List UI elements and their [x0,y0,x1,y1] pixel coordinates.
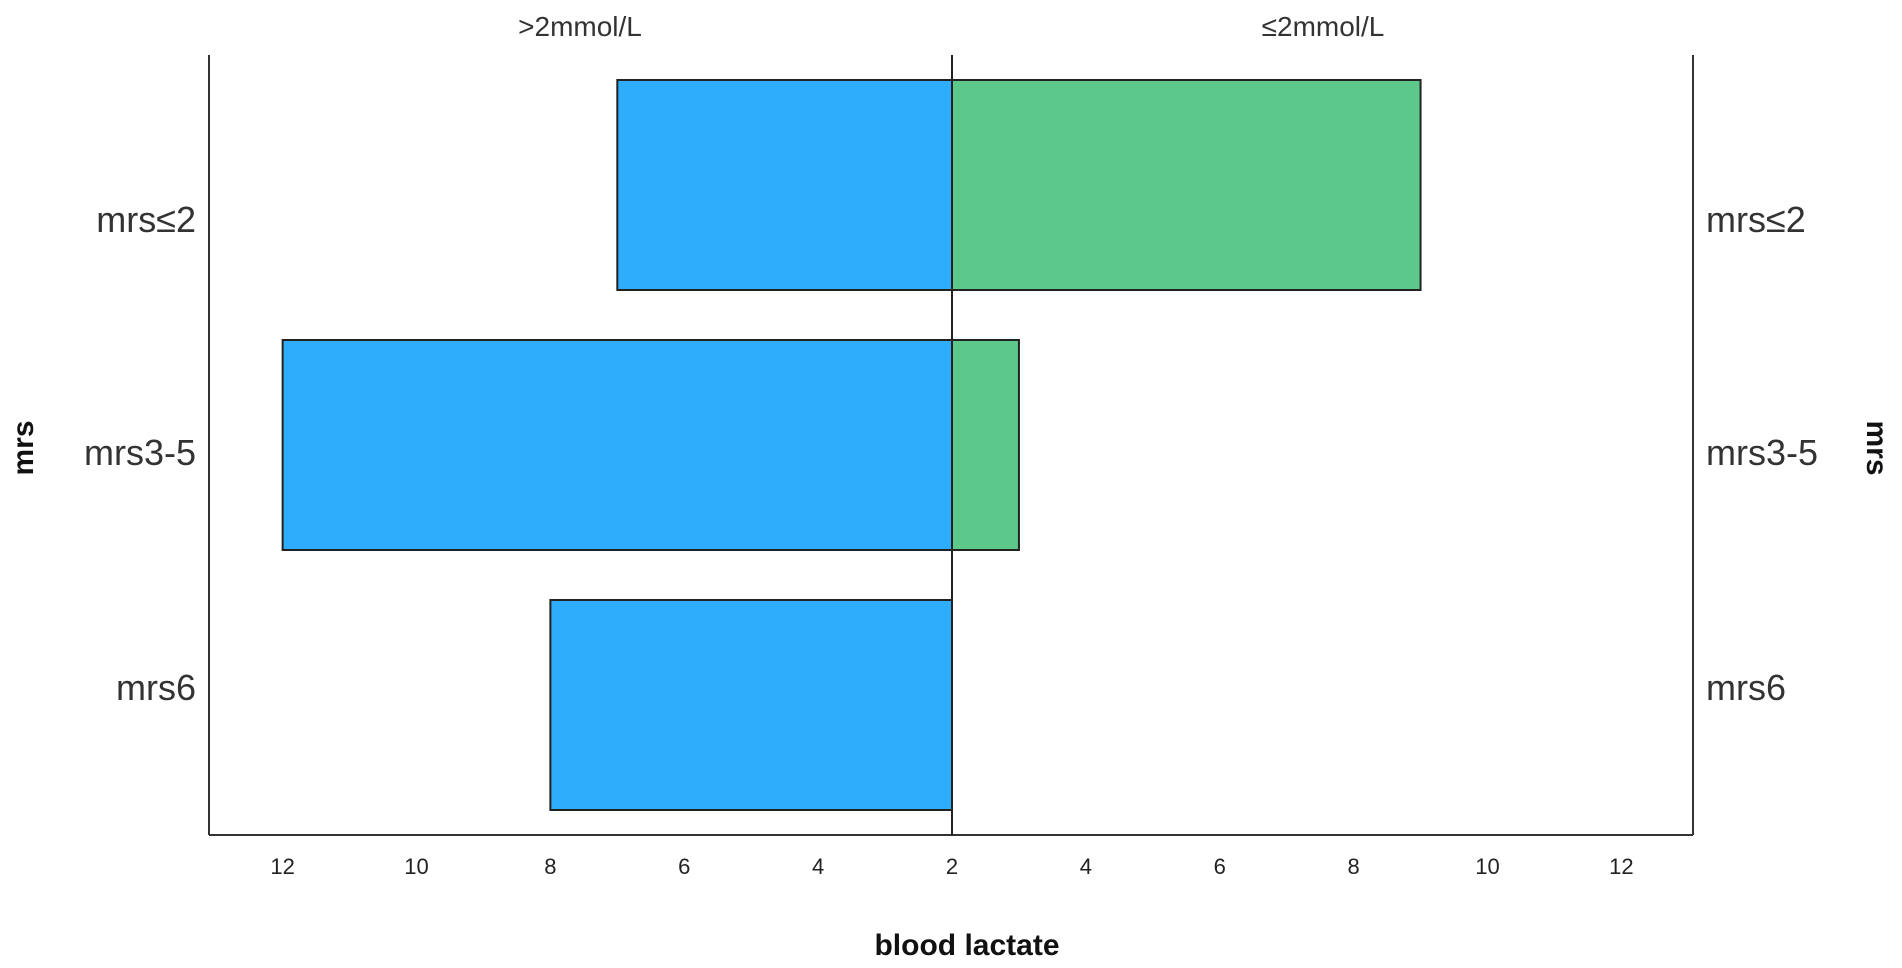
left-category-label-2: mrs6 [116,667,196,708]
bar-right-1 [951,339,1020,551]
bars-layer [281,79,1422,811]
y-axis-title-right: mrs [1860,420,1893,475]
tick-label-left-5: 2 [946,854,958,879]
right-category-label-1: mrs3-5 [1706,432,1818,473]
tick-label-right-4: 12 [1609,854,1633,879]
tick-label-left-4: 4 [812,854,824,879]
right-panel-title: ≤2mmol/L [1262,11,1385,42]
tick-label-left-3: 6 [678,854,690,879]
tick-label-right-2: 8 [1347,854,1359,879]
left-category-label-1: mrs3-5 [84,432,196,473]
left-category-label-0: mrs≤2 [96,199,196,240]
bar-left-2 [549,599,953,811]
left-panel-title: >2mmol/L [518,11,642,42]
x-axis-title: blood lactate [874,929,1059,962]
right-category-label-2: mrs6 [1706,667,1786,708]
bar-left-0 [616,79,953,291]
y-axis-title-left: mrs [7,420,40,475]
tick-label-left-0: 12 [270,854,294,879]
bar-right-0 [951,79,1422,291]
tick-label-right-3: 10 [1475,854,1499,879]
tick-label-left-2: 8 [544,854,556,879]
x-tick-labels: 12 10 8 6 4 2 4 6 8 10 12 [270,854,1633,879]
tick-label-left-1: 10 [404,854,428,879]
tick-label-right-1: 6 [1214,854,1226,879]
right-category-label-0: mrs≤2 [1706,199,1806,240]
tick-label-right-0: 4 [1080,854,1092,879]
bar-left-1 [281,339,954,551]
